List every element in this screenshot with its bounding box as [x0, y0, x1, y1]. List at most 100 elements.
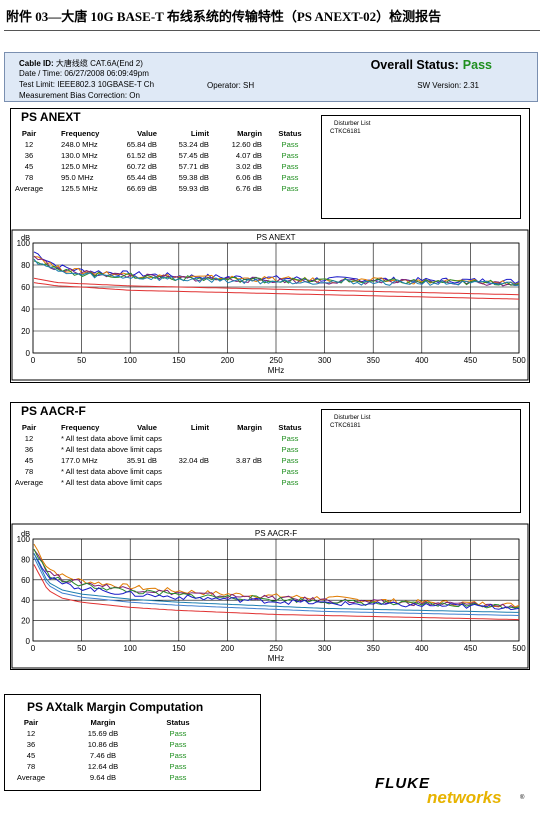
- table-row: 45 125.0 MHz 60.72 dB 57.71 dB 3.02 dB Pass: [11, 162, 311, 173]
- table-header-row: Pair Frequency Value Limit Margin Status: [11, 129, 311, 140]
- ps-aacr-table: Pair Frequency Value Limit Margin Status 12 * A…: [11, 423, 311, 489]
- column-header: Margin: [237, 129, 262, 138]
- column-header: Margin: [237, 423, 262, 432]
- disturber-list-item: CTKC6181: [330, 421, 361, 429]
- x-tick-label: 500: [512, 356, 526, 365]
- y-tick-label: 60: [21, 576, 30, 585]
- table-row: 78 12.64 dB Pass: [5, 762, 255, 773]
- table-cell: Pass: [281, 151, 299, 160]
- x-tick-label: 350: [367, 356, 381, 365]
- table-row: 78 * All test data above limit caps Pass: [11, 467, 311, 478]
- table-cell: 60.72 dB: [126, 162, 157, 171]
- table-cell: 12: [26, 729, 36, 738]
- ps-aacr-chart-svg: 0 20 40 60 80 100 0 50 100 150 200 250 300 350 400 450 5…: [11, 523, 529, 669]
- ps-axtalk-panel: PS AXtalk Margin Computation Pair Margin S…: [4, 694, 261, 791]
- ps-aacr-panel: PS AACR-F Pair Frequency Value Limit Margin S…: [10, 402, 530, 670]
- series-line: [33, 258, 520, 287]
- table-cell: Pass: [281, 162, 299, 171]
- series-line: [33, 277, 520, 296]
- overall-status: Overall Status: Pass: [371, 58, 492, 72]
- operator: Operator: SH: [207, 81, 255, 90]
- x-axis-label: MHz: [268, 366, 284, 375]
- table-cell: Pass: [281, 184, 299, 193]
- table-cell: 12: [24, 434, 34, 443]
- disturber-list-item: CTKC6181: [330, 127, 361, 135]
- table-cell: * All test data above limit caps: [61, 434, 162, 443]
- table-cell: 130.0 MHz: [61, 151, 98, 160]
- ps-anext-panel: PS ANEXT Pair Frequency Value Limit Margin St…: [10, 108, 530, 383]
- x-tick-label: 450: [464, 356, 478, 365]
- cable-id-label: Cable ID:: [19, 59, 54, 68]
- y-tick-label: 60: [21, 283, 30, 292]
- table-cell: 3.02 dB: [235, 162, 262, 171]
- y-axis-label: dB: [21, 233, 30, 242]
- column-header: Status: [166, 718, 190, 727]
- column-header: Margin: [90, 718, 116, 727]
- x-tick-label: 50: [77, 644, 86, 653]
- column-header: Value: [137, 129, 157, 138]
- table-cell: Average: [16, 773, 46, 782]
- column-header: Pair: [23, 718, 39, 727]
- table-cell: Pass: [281, 478, 299, 487]
- table-cell: 45: [26, 751, 36, 760]
- table-cell: 57.45 dB: [178, 151, 209, 160]
- series-line: [33, 564, 520, 621]
- table-cell: Pass: [281, 173, 299, 182]
- x-tick-label: 200: [221, 356, 235, 365]
- table-cell: 125.0 MHz: [61, 162, 98, 171]
- table-cell: 125.5 MHz: [61, 184, 98, 193]
- series-line: [33, 282, 520, 300]
- table-cell: 12: [24, 140, 34, 149]
- table-cell: Pass: [169, 773, 187, 782]
- ps-anext-table: Pair Frequency Value Limit Margin Status 12 248…: [11, 129, 311, 195]
- disturber-list-title: Disturber List: [334, 414, 371, 421]
- table-cell: 12.60 dB: [231, 140, 262, 149]
- ps-aacr-disturber-list: Disturber List CTKC6181: [321, 409, 521, 513]
- table-cell: Pass: [169, 751, 187, 760]
- column-header: Status: [278, 129, 302, 138]
- y-tick-label: 100: [17, 239, 31, 248]
- table-cell: 59.93 dB: [178, 184, 209, 193]
- cable-id-line: Cable ID: 大唐线缆 CAT.6A(End 2): [19, 58, 143, 69]
- table-cell: * All test data above limit caps: [61, 478, 162, 487]
- table-cell: 53.24 dB: [178, 140, 209, 149]
- table-cell: 248.0 MHz: [61, 140, 98, 149]
- table-cell: 78: [24, 467, 34, 476]
- table-cell: 36: [26, 740, 36, 749]
- y-tick-label: 80: [21, 555, 30, 564]
- y-tick-label: 0: [26, 349, 31, 358]
- table-cell: 78: [26, 762, 36, 771]
- column-header: Value: [137, 423, 157, 432]
- table-cell: Pass: [281, 434, 299, 443]
- logo-fluke-text: FLUKE: [375, 775, 430, 792]
- report-header: Cable ID: 大唐线缆 CAT.6A(End 2) Date / Time…: [4, 52, 538, 102]
- table-cell: Pass: [169, 740, 187, 749]
- table-cell: 3.87 dB: [235, 456, 262, 465]
- x-tick-label: 250: [269, 644, 283, 653]
- ps-anext-chart-svg: 0 20 40 60 80 100 0 50 100 150 200 250 300 350 400 450 5…: [11, 229, 529, 381]
- x-tick-label: 300: [318, 356, 332, 365]
- x-axis-label: MHz: [268, 654, 284, 663]
- overall-status-label: Overall Status:: [370, 58, 459, 72]
- y-tick-label: 0: [26, 637, 31, 646]
- column-header: Status: [278, 423, 302, 432]
- y-axis-label: dB: [21, 529, 30, 538]
- table-row: 12 15.69 dB Pass: [5, 729, 255, 740]
- table-row: 12 248.0 MHz 65.84 dB 53.24 dB 12.60 dB Pass: [11, 140, 311, 151]
- ps-axtalk-title: PS AXtalk Margin Computation: [27, 700, 204, 714]
- table-cell: 66.69 dB: [126, 184, 157, 193]
- ps-aacr-title: PS AACR-F: [21, 404, 86, 418]
- table-cell: 12.64 dB: [87, 762, 119, 771]
- x-tick-label: 350: [367, 644, 381, 653]
- document-title: 附件 03—大唐 10G BASE-T 布线系统的传输特性（PS ANEXT-0…: [6, 9, 442, 24]
- test-limit: Test Limit: IEEE802.3 10GBASE-T Ch: [19, 80, 155, 89]
- ps-anext-chart: 0 20 40 60 80 100 0 50 100 150 200 250 300 350 400 450 5…: [11, 229, 529, 386]
- table-cell: 7.46 dB: [89, 751, 117, 760]
- overall-status-value: Pass: [462, 58, 492, 72]
- plot-area: [32, 242, 520, 354]
- logo-trademark: ®: [520, 795, 525, 801]
- column-header: Pair: [21, 129, 37, 138]
- title-rule: [4, 30, 540, 31]
- series-line: [33, 557, 520, 616]
- x-tick-label: 150: [172, 644, 186, 653]
